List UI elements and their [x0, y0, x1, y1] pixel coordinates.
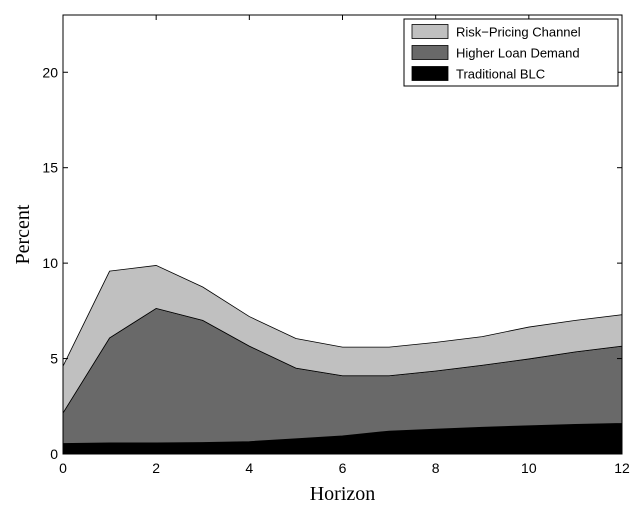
- x-tick-label: 8: [432, 460, 440, 476]
- x-tick-label: 6: [339, 460, 347, 476]
- legend-label: Risk−Pricing Channel: [456, 25, 581, 40]
- y-tick-label: 20: [42, 64, 58, 80]
- legend-label: Traditional BLC: [456, 67, 545, 82]
- legend-swatch: [411, 45, 449, 60]
- legend: Risk−Pricing Channel Higher Loan Demand Tr…: [403, 18, 619, 87]
- y-axis-label: Percent: [12, 204, 34, 264]
- legend-label: Higher Loan Demand: [456, 46, 580, 61]
- x-tick-label: 0: [59, 460, 67, 476]
- x-tick-label: 12: [614, 460, 630, 476]
- y-tick-label: 0: [50, 446, 58, 462]
- y-tick-label: 15: [42, 160, 58, 176]
- y-tick-label: 5: [50, 351, 58, 367]
- legend-swatch: [411, 24, 449, 39]
- x-tick-label: 2: [152, 460, 160, 476]
- y-tick-label: 10: [42, 255, 58, 271]
- x-axis-label: Horizon: [310, 483, 376, 505]
- stacked-areas: [62, 265, 623, 455]
- legend-swatch: [411, 66, 449, 81]
- x-tick-label: 4: [245, 460, 253, 476]
- plot-frame: [62, 14, 623, 455]
- x-tick-label: 10: [521, 460, 537, 476]
